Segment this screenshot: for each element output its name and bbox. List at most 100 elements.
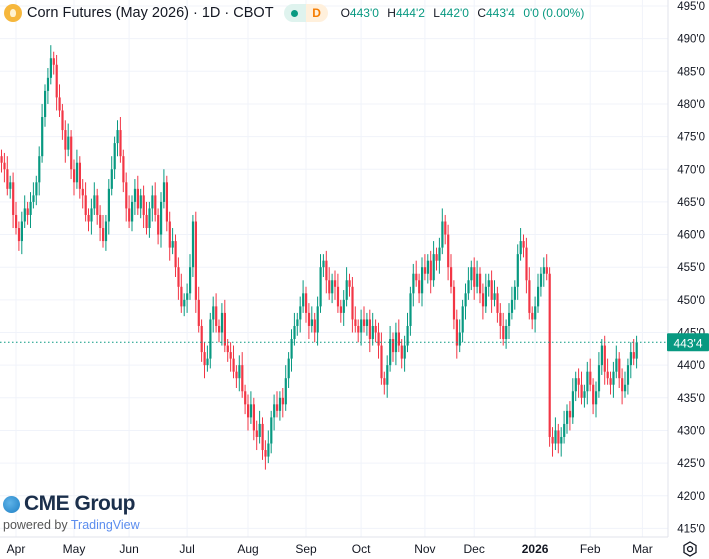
candle-body [441,221,444,248]
candle-body [290,339,293,359]
candle-body [299,306,302,320]
candle-body [450,267,453,287]
candle-body [325,260,328,281]
candle-body [9,182,12,189]
candle-body [160,201,163,235]
candle-body [70,136,73,170]
candle-body [577,378,580,385]
candle-body [368,319,371,340]
candle-body [528,280,531,313]
candle-body [339,306,342,313]
candle-body [116,130,119,144]
candle-body [470,267,473,281]
y-tick-label: 485'0 [677,66,705,78]
candle-body [609,378,612,385]
candle-body [435,254,438,261]
candle-body [626,365,630,385]
candle-body [136,188,139,209]
candle-body [3,162,6,170]
candle-body [206,358,209,366]
candle-body [46,77,50,91]
y-tick-label: 465'0 [677,197,705,209]
candle-body [499,312,502,326]
candle-body [606,371,609,379]
candle-body [276,404,279,411]
candle-body [84,195,87,215]
candle-body [12,182,15,215]
candle-body [365,319,369,326]
candle-body [621,378,624,392]
candle-body [624,384,627,392]
candle-body [597,365,601,392]
candle-body [81,188,84,196]
candle-body [244,391,247,405]
candle-body [194,221,197,300]
y-tick-label: 490'0 [677,34,705,46]
y-tick-label: 435'0 [677,393,705,405]
candle-body [145,214,148,229]
candle-body [397,332,400,346]
candle-body [429,260,432,281]
symbol-title[interactable]: Corn Futures (May 2026) · 1D · CBOT [27,5,274,21]
candle-body [415,273,418,281]
candle-body [200,325,203,353]
candle-body [168,221,171,248]
candle-body [110,169,113,189]
x-tick-label: Aug [237,542,258,556]
candle-body [551,436,554,444]
candle-body [496,293,499,313]
candle-body [310,319,313,326]
candle-body [331,280,334,294]
candle-body [510,299,514,313]
candle-body [589,371,592,385]
y-tick-label: 430'0 [677,425,705,437]
candle-body [203,352,206,366]
candle-body [476,273,479,287]
candle-body [119,130,122,157]
candle-body [273,404,276,418]
ohlc-values: O443'0 H444'2 L442'0 C443'4 0'0 (0.00%) [336,6,585,20]
candle-body [49,58,52,78]
candle-body [348,280,351,287]
candle-body [618,358,621,379]
status-badge[interactable]: D [283,4,328,22]
close-label: C [477,6,486,20]
candle-body [67,136,70,150]
candle-body [357,325,360,333]
candle-body [508,312,511,326]
candle-body [78,162,81,189]
candle-body [545,267,548,274]
branding[interactable]: CME Group powered by TradingView [3,492,140,532]
candle-body [592,384,595,405]
x-tick-label: Oct [352,542,371,556]
candle-body [319,267,322,307]
candle-body [183,299,186,307]
candle-body [264,450,267,457]
candle-body [139,195,142,209]
open-label: O [340,6,350,20]
candle-body [107,188,110,222]
settings-gear-icon[interactable] [682,541,698,557]
candle-body [377,332,380,346]
candle-body [29,201,32,215]
candle-body [44,90,47,118]
candle-body [479,273,482,294]
candle-body [635,342,638,359]
candle-body [102,228,105,242]
candle-body [322,260,325,268]
candle-body [490,280,493,300]
candle-body [241,365,244,392]
candle-body [220,312,224,333]
candle-body [177,267,180,287]
candle-body [278,397,282,411]
candle-body [525,247,528,281]
candle-body [287,358,290,379]
candle-body [226,345,229,353]
cme-logo: CME Group [3,492,140,516]
candle-body [455,319,458,346]
candle-body [99,214,102,229]
tradingview-link[interactable]: TradingView [70,518,140,532]
candle-body [612,371,615,385]
candle-body [122,156,125,183]
